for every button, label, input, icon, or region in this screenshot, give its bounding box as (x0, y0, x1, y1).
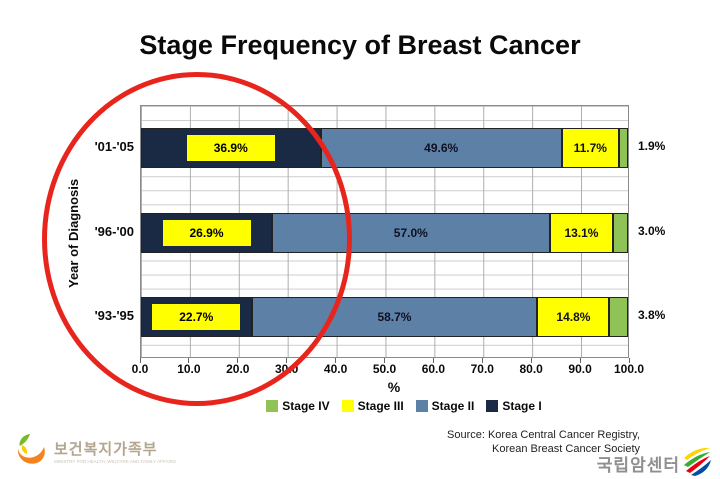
value-label-outside: 3.8% (638, 307, 666, 322)
ncc-name: 국립암센터 (596, 456, 680, 475)
x-axis-tick-label: 0.0 (131, 362, 149, 376)
x-axis-tick (628, 358, 630, 363)
mohw-name: 보건복지가족부 (54, 441, 158, 458)
x-axis-tick (481, 358, 483, 363)
value-label: 13.1% (564, 225, 599, 240)
x-axis-tick-label: 20.0 (226, 362, 250, 376)
bar-row: 22.7% 58.7% 14.8% (141, 296, 628, 337)
bar-row: 36.9% 49.6% 11.7% (141, 128, 628, 169)
bar-segment-stage-iii: 13.1% (549, 212, 614, 253)
x-axis-tick (188, 358, 190, 363)
value-label: 14.8% (556, 309, 591, 324)
legend-item-stage-iv: Stage IV (266, 399, 330, 413)
bar-segment-stage-iii: 11.7% (561, 128, 619, 169)
bar-segment-stage-ii: 58.7% (251, 296, 538, 337)
value-label-box: 22.7% (152, 303, 241, 330)
source-line-1: Source: Korea Central Cancer Registry, (447, 429, 640, 441)
source-line-2: Korean Breast Cancer Society (492, 443, 640, 455)
x-axis-tick-label: 40.0 (323, 362, 348, 376)
bar-segment-stage-ii: 49.6% (320, 128, 562, 169)
category-label: '93-'95 (94, 307, 134, 323)
x-axis-tick (237, 358, 239, 363)
legend-label: Stage IV (282, 399, 330, 413)
value-label-outside: 3.0% (638, 223, 666, 238)
x-axis-tick (335, 358, 337, 363)
x-axis-tick-label: 60.0 (421, 362, 446, 376)
bar-segment-stage-i: 36.9% (141, 128, 321, 169)
legend-item-stage-i: Stage I (486, 399, 542, 413)
source-note: Source: Korea Central Cancer Registry, K… (447, 428, 640, 456)
x-axis-title: % (387, 379, 401, 395)
bar-segment-stage-i: 22.7% (141, 296, 252, 337)
x-axis-tick (530, 358, 532, 363)
category-label: '96-'00 (94, 223, 134, 239)
y-axis-title: Year of Diagnosis (66, 178, 81, 288)
bar-segment-stage-i: 26.9% (141, 212, 272, 253)
legend-label: Stage III (357, 399, 404, 413)
legend-swatch (415, 400, 428, 412)
legend-label: Stage II (431, 399, 475, 413)
mohw-swirl-icon (12, 431, 48, 472)
value-label: 58.7% (377, 309, 412, 324)
x-axis-tick (384, 358, 385, 363)
x-axis-tick-label: 30.0 (275, 362, 299, 376)
bar-segment-stage-iv (613, 212, 628, 253)
x-axis-tick-label: 10.0 (177, 362, 201, 376)
x-axis-tick (579, 358, 581, 363)
x-axis-tick-label: 90.0 (568, 362, 592, 376)
x-axis-tick-label: 100.0 (613, 362, 645, 376)
bar-segment-stage-ii: 57.0% (272, 212, 550, 253)
mohw-text-block: 보건복지가족부 MINISTRY FOR HEALTH, WELFARE AND… (54, 438, 298, 465)
value-label: 49.6% (424, 141, 459, 156)
legend: Stage IV Stage III Stage II Stage I (44, 399, 720, 413)
x-axis-tick-label: 80.0 (519, 362, 543, 376)
x-axis-tick (432, 358, 434, 363)
bar-segment-stage-iii: 14.8% (537, 296, 610, 337)
ncc-logo: 국립암센터 (597, 446, 712, 479)
legend-item-stage-iii: Stage III (341, 399, 404, 413)
legend-swatch (266, 400, 279, 412)
legend-swatch (486, 400, 499, 412)
value-label-box: 36.9% (186, 135, 275, 162)
x-axis-tick (139, 358, 141, 363)
x-axis-tick-label: 70.0 (470, 362, 494, 376)
legend-item-stage-ii: Stage II (415, 399, 475, 413)
x-axis-tick-label: 50.0 (372, 362, 397, 376)
bar-row: 26.9% 57.0% 13.1% (141, 212, 628, 253)
value-label: 57.0% (393, 225, 428, 240)
mohw-caption: MINISTRY FOR HEALTH, WELFARE AND FAMILY … (54, 459, 176, 464)
value-label-box: 26.9% (162, 219, 251, 246)
legend-label: Stage I (502, 399, 542, 413)
plot-area: 36.9% 49.6% 11.7% 26.9% 57.0% 13.1% 22.7% 58.7%… (140, 105, 629, 358)
chart-title: Stage Frequency of Breast Cancer (139, 30, 581, 60)
bar-segment-stage-iv (618, 128, 628, 169)
value-label-outside: 1.9% (638, 139, 666, 154)
ncc-ribbon-icon (682, 446, 712, 479)
category-label: '01-'05 (94, 139, 134, 155)
x-axis-tick (286, 358, 288, 363)
legend-swatch (341, 400, 354, 412)
value-label: 11.7% (573, 141, 607, 156)
bar-segment-stage-iv (609, 296, 628, 337)
mohw-logo: 보건복지가족부 MINISTRY FOR HEALTH, WELFARE AND… (12, 431, 298, 472)
